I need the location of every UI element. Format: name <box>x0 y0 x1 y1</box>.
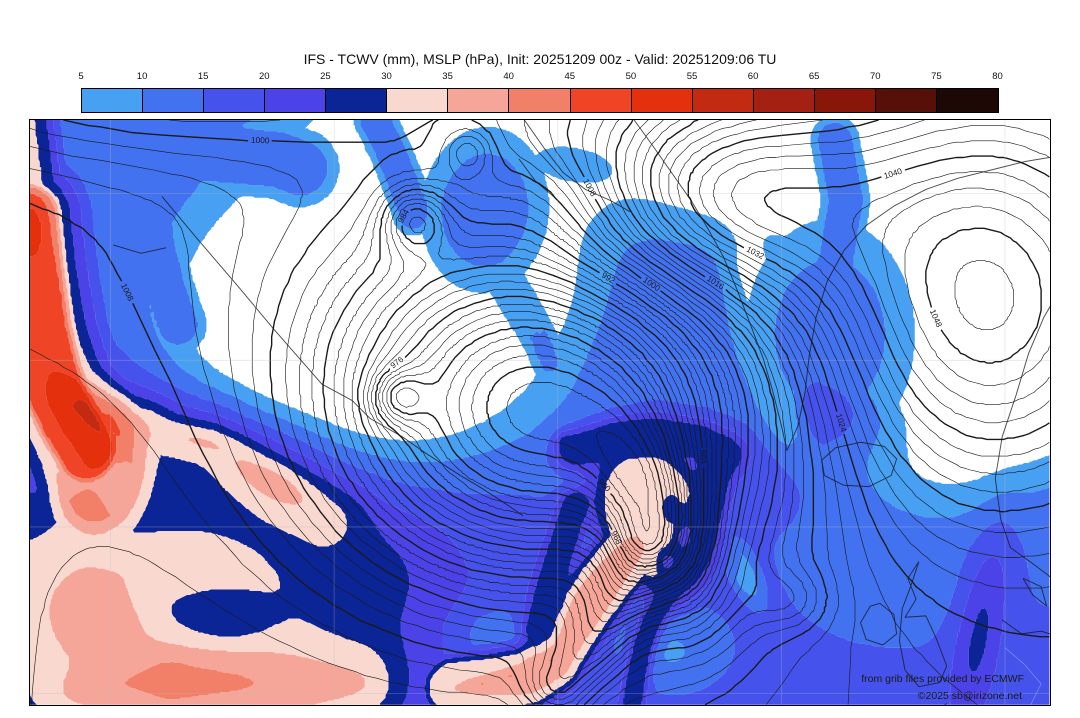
svg-text:1032: 1032 <box>745 244 766 261</box>
svg-text:984: 984 <box>698 450 709 465</box>
svg-text:1040: 1040 <box>883 166 904 181</box>
svg-text:968: 968 <box>609 529 624 546</box>
svg-text:1000: 1000 <box>251 135 270 146</box>
svg-text:1048: 1048 <box>928 308 945 329</box>
svg-text:1024: 1024 <box>834 412 849 433</box>
svg-text:976: 976 <box>388 354 405 371</box>
